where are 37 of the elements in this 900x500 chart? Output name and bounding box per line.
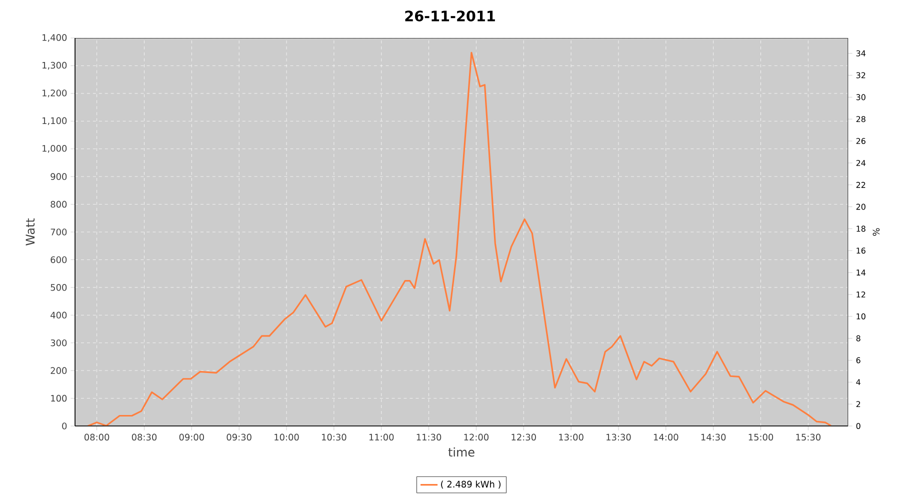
x-tick-label: 08:30 bbox=[132, 434, 157, 441]
y-tick-label: 600 bbox=[50, 256, 67, 264]
y-tick-label: 400 bbox=[50, 312, 67, 319]
x-tick-label: 09:00 bbox=[179, 434, 204, 441]
x-tick-label: 15:30 bbox=[796, 434, 820, 441]
x-tick-label: 09:30 bbox=[226, 434, 252, 441]
x-tick-label: 12:00 bbox=[464, 434, 489, 441]
y-axis-title: Watt bbox=[26, 218, 35, 246]
y-tick-label: 200 bbox=[50, 367, 67, 374]
y-tick-label: 900 bbox=[50, 173, 67, 180]
x-axis-title: time bbox=[448, 447, 474, 457]
y2-axis-title: % bbox=[872, 228, 880, 236]
y-tick-label: 1,100 bbox=[42, 117, 67, 125]
y-tick-label: 100 bbox=[51, 394, 67, 402]
x-tick-label: 13:30 bbox=[606, 434, 631, 441]
y-tick-label: 1,300 bbox=[42, 62, 67, 70]
y-tick-label: 1,400 bbox=[42, 34, 67, 42]
x-tick-label: 13:00 bbox=[559, 434, 584, 441]
x-tick-label: 14:00 bbox=[654, 434, 678, 441]
x-tick-label: 11:00 bbox=[369, 434, 394, 441]
x-tick-label: 12:30 bbox=[512, 434, 536, 441]
x-tick-label: 08:00 bbox=[84, 434, 110, 441]
y-tick-label: 1,200 bbox=[42, 90, 67, 98]
y-tick-label: 800 bbox=[50, 200, 67, 208]
y-tick-label: 500 bbox=[50, 284, 67, 291]
x-tick-label: 10:30 bbox=[322, 434, 346, 441]
x-tick-label: 14:30 bbox=[701, 434, 726, 441]
y-tick-label: 700 bbox=[50, 228, 67, 236]
line-series bbox=[87, 52, 832, 426]
x-tick-label: 10:00 bbox=[274, 434, 299, 441]
y-tick-label: 1,000 bbox=[42, 145, 67, 153]
x-tick-label: 11:30 bbox=[416, 434, 442, 441]
legend-label: ( 2.489 kWh ) bbox=[441, 480, 501, 489]
x-tick-label: 15:00 bbox=[748, 434, 774, 441]
chart-title: 26-11-2011 bbox=[405, 10, 495, 22]
y-tick-label: 0 bbox=[62, 422, 67, 430]
y-tick-label: 300 bbox=[50, 339, 67, 346]
